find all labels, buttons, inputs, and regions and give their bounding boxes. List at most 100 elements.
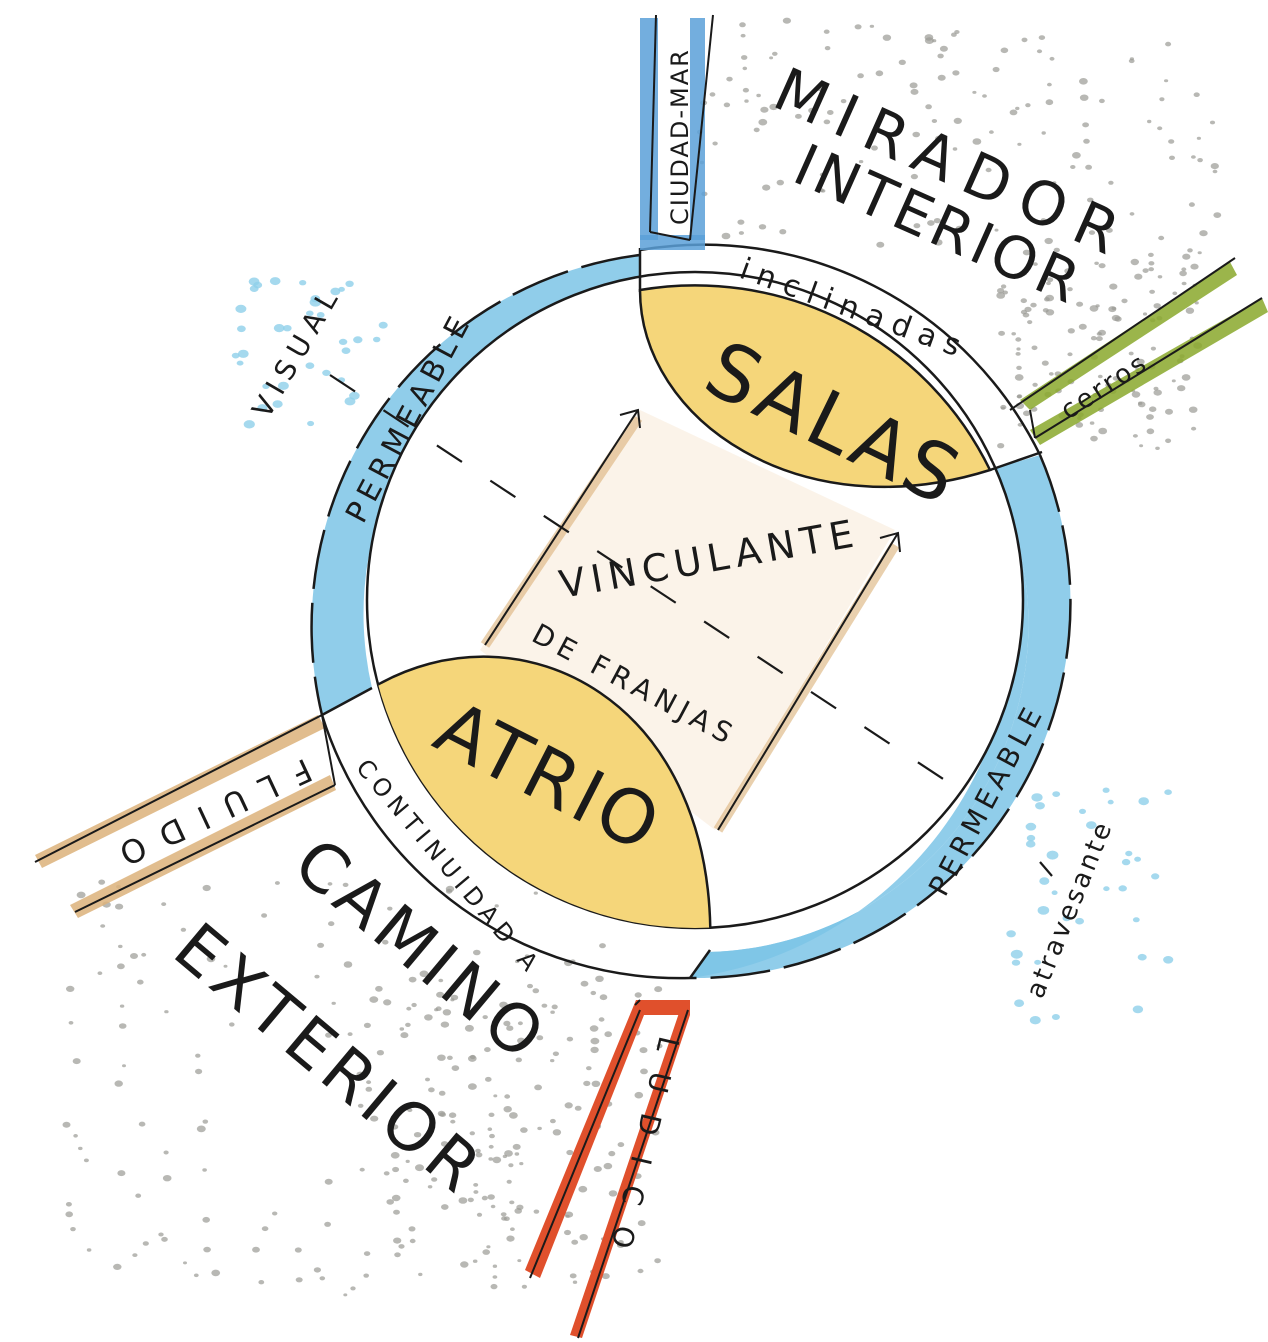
- stipple-dot: [637, 1220, 646, 1227]
- stipple-dot: [369, 996, 379, 1003]
- stipple-dot: [533, 1209, 540, 1214]
- stipple-dot: [937, 53, 944, 59]
- stipple-dot: [1187, 248, 1193, 253]
- stipple-dot: [424, 1014, 433, 1021]
- stipple-dot: [1087, 197, 1094, 203]
- stipple-dot: [363, 1251, 371, 1256]
- stipple-dot: [871, 145, 878, 151]
- ring-outline-top: [639, 243, 1042, 456]
- stipple-dot: [1075, 917, 1084, 925]
- stipple-dot: [1046, 281, 1051, 286]
- stipple-dot: [330, 287, 341, 296]
- stipple-dot: [1132, 917, 1140, 923]
- stipple-dot: [772, 51, 778, 56]
- stipple-dot: [726, 76, 733, 82]
- stipple-dot: [438, 978, 444, 983]
- stipple-dot: [1121, 858, 1131, 866]
- stipple-dot: [1014, 999, 1025, 1007]
- stipple-dot: [996, 292, 1006, 299]
- stipple-dot: [1191, 426, 1197, 431]
- stipple-dot: [138, 1121, 146, 1127]
- stipple-dot: [343, 1293, 348, 1297]
- stipple-dot: [363, 1022, 371, 1028]
- stipple-dot: [1072, 152, 1081, 159]
- stipple-dot: [1079, 78, 1088, 85]
- stipple-dot: [1090, 435, 1098, 442]
- stipple-dot: [927, 220, 935, 226]
- stipple-dot: [875, 70, 884, 77]
- stipple-dot: [1107, 799, 1114, 805]
- stipple-dot: [603, 1162, 613, 1170]
- stipple-dot: [473, 1183, 479, 1187]
- stipple-dot: [78, 1146, 83, 1151]
- stipple-dot: [460, 1261, 469, 1268]
- stipple-dot: [502, 1154, 508, 1159]
- stipple-dot: [1164, 789, 1172, 795]
- stipple-dot: [637, 1268, 644, 1274]
- stipple-dot: [393, 1237, 402, 1244]
- stipple-dot: [552, 1129, 562, 1136]
- stipple-dot: [319, 1276, 326, 1281]
- stipple-dot: [1163, 956, 1174, 964]
- stipple-dot: [1157, 126, 1163, 131]
- stipple-dot: [262, 383, 270, 389]
- stipple-dot: [515, 1057, 522, 1063]
- stipple-dot: [72, 1058, 81, 1065]
- stipple-dot: [782, 17, 792, 24]
- stipple-dot: [115, 903, 124, 910]
- stipple-dot: [869, 24, 875, 28]
- stipple-dot: [1051, 1014, 1060, 1020]
- stipple-dot: [1026, 834, 1036, 842]
- stipple-dot: [819, 172, 825, 177]
- stipple-dot: [742, 66, 748, 71]
- stipple-dot: [1006, 930, 1016, 938]
- stipple-dot: [253, 281, 263, 289]
- stipple-dot: [65, 1211, 73, 1218]
- visual-axis: [329, 374, 1053, 877]
- stipple-dot: [579, 1234, 588, 1241]
- ring-cut-left: [321, 686, 373, 717]
- stipple-dot: [1157, 275, 1163, 279]
- stipple-dot: [857, 73, 864, 79]
- stipple-dot: [654, 1258, 661, 1264]
- stipple-dot: [1109, 283, 1118, 290]
- stipple-dot: [274, 881, 280, 885]
- stipple-dot: [440, 1141, 449, 1147]
- stipple-dot: [1128, 58, 1135, 64]
- stipple-dot: [1024, 306, 1032, 313]
- stipple-dot: [651, 1129, 660, 1136]
- stipple-dot: [130, 953, 138, 959]
- stipple-dot: [617, 1142, 625, 1148]
- stipple-dot: [451, 1065, 460, 1071]
- stipple-dot: [1045, 99, 1054, 106]
- stipple-dot: [408, 976, 417, 983]
- stipple-dot: [589, 1025, 599, 1032]
- stipple-dot: [403, 1178, 409, 1184]
- stipple-dot: [195, 1053, 201, 1058]
- stipple-dot: [1044, 237, 1053, 245]
- stipple-dot: [1131, 391, 1141, 398]
- stipple-dot: [277, 381, 289, 390]
- stipple-dot: [1197, 251, 1202, 255]
- stipple-dot: [1147, 119, 1152, 124]
- stipple-dot: [1148, 267, 1154, 272]
- stipple-dot: [299, 280, 307, 286]
- stipple-dot: [532, 988, 540, 994]
- stipple-dot: [808, 107, 816, 114]
- stipple-dot: [569, 1273, 577, 1279]
- stipple-dot: [1097, 374, 1103, 379]
- stipple-dot: [390, 1152, 400, 1159]
- stipple-dot: [202, 1216, 210, 1223]
- stipple-dot: [1098, 329, 1106, 336]
- stipple-dot: [370, 1115, 379, 1122]
- stipple-dot: [740, 33, 746, 38]
- stipple-dot: [1075, 422, 1084, 428]
- stipple-dot: [349, 391, 360, 400]
- stipple-dot: [1014, 374, 1024, 381]
- stipple-dot: [295, 1277, 303, 1283]
- stipple-dot: [779, 229, 787, 235]
- stipple-dot: [490, 1204, 496, 1209]
- stipple-dot: [616, 1242, 625, 1248]
- stipple-dot: [1034, 959, 1041, 965]
